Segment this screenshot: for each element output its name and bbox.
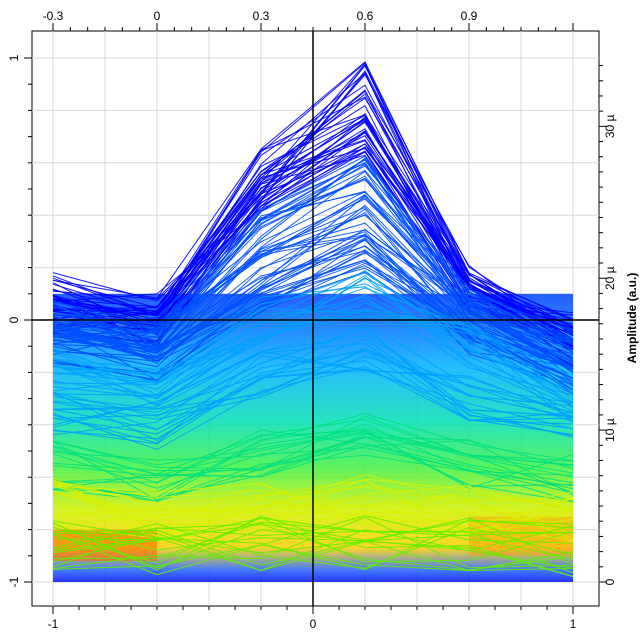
right-axis-title: Amplitude (a.u.) xyxy=(625,273,639,364)
zero-axes xyxy=(32,31,599,606)
tick-label-left: 1 xyxy=(7,54,21,61)
tick-marks xyxy=(24,23,607,614)
tick-label-bottom: -1 xyxy=(48,617,59,631)
tick-label-right: 10 µ xyxy=(603,418,617,442)
tick-label-left: -1 xyxy=(7,576,21,587)
tick-label-right: 30 µ xyxy=(603,114,617,138)
tick-label-top: 0.3 xyxy=(253,9,270,23)
tick-label-right: 20 µ xyxy=(603,266,617,290)
tick-labels: -1 0 1 -1 0 1 -0.3 0 0.3 0.6 0.9 0 10 µ 20 µ 30 µ xyxy=(7,9,617,631)
tick-label-top: 0.6 xyxy=(357,9,374,23)
tick-label-bottom: 0 xyxy=(310,617,317,631)
tick-label-bottom: 1 xyxy=(570,617,577,631)
tick-label-top: 0.9 xyxy=(461,9,478,23)
tick-label-top: 0 xyxy=(154,9,161,23)
tick-label-top: -0.3 xyxy=(43,9,64,23)
tick-label-left: 0 xyxy=(7,316,21,323)
tick-label-right: 0 xyxy=(603,578,617,585)
